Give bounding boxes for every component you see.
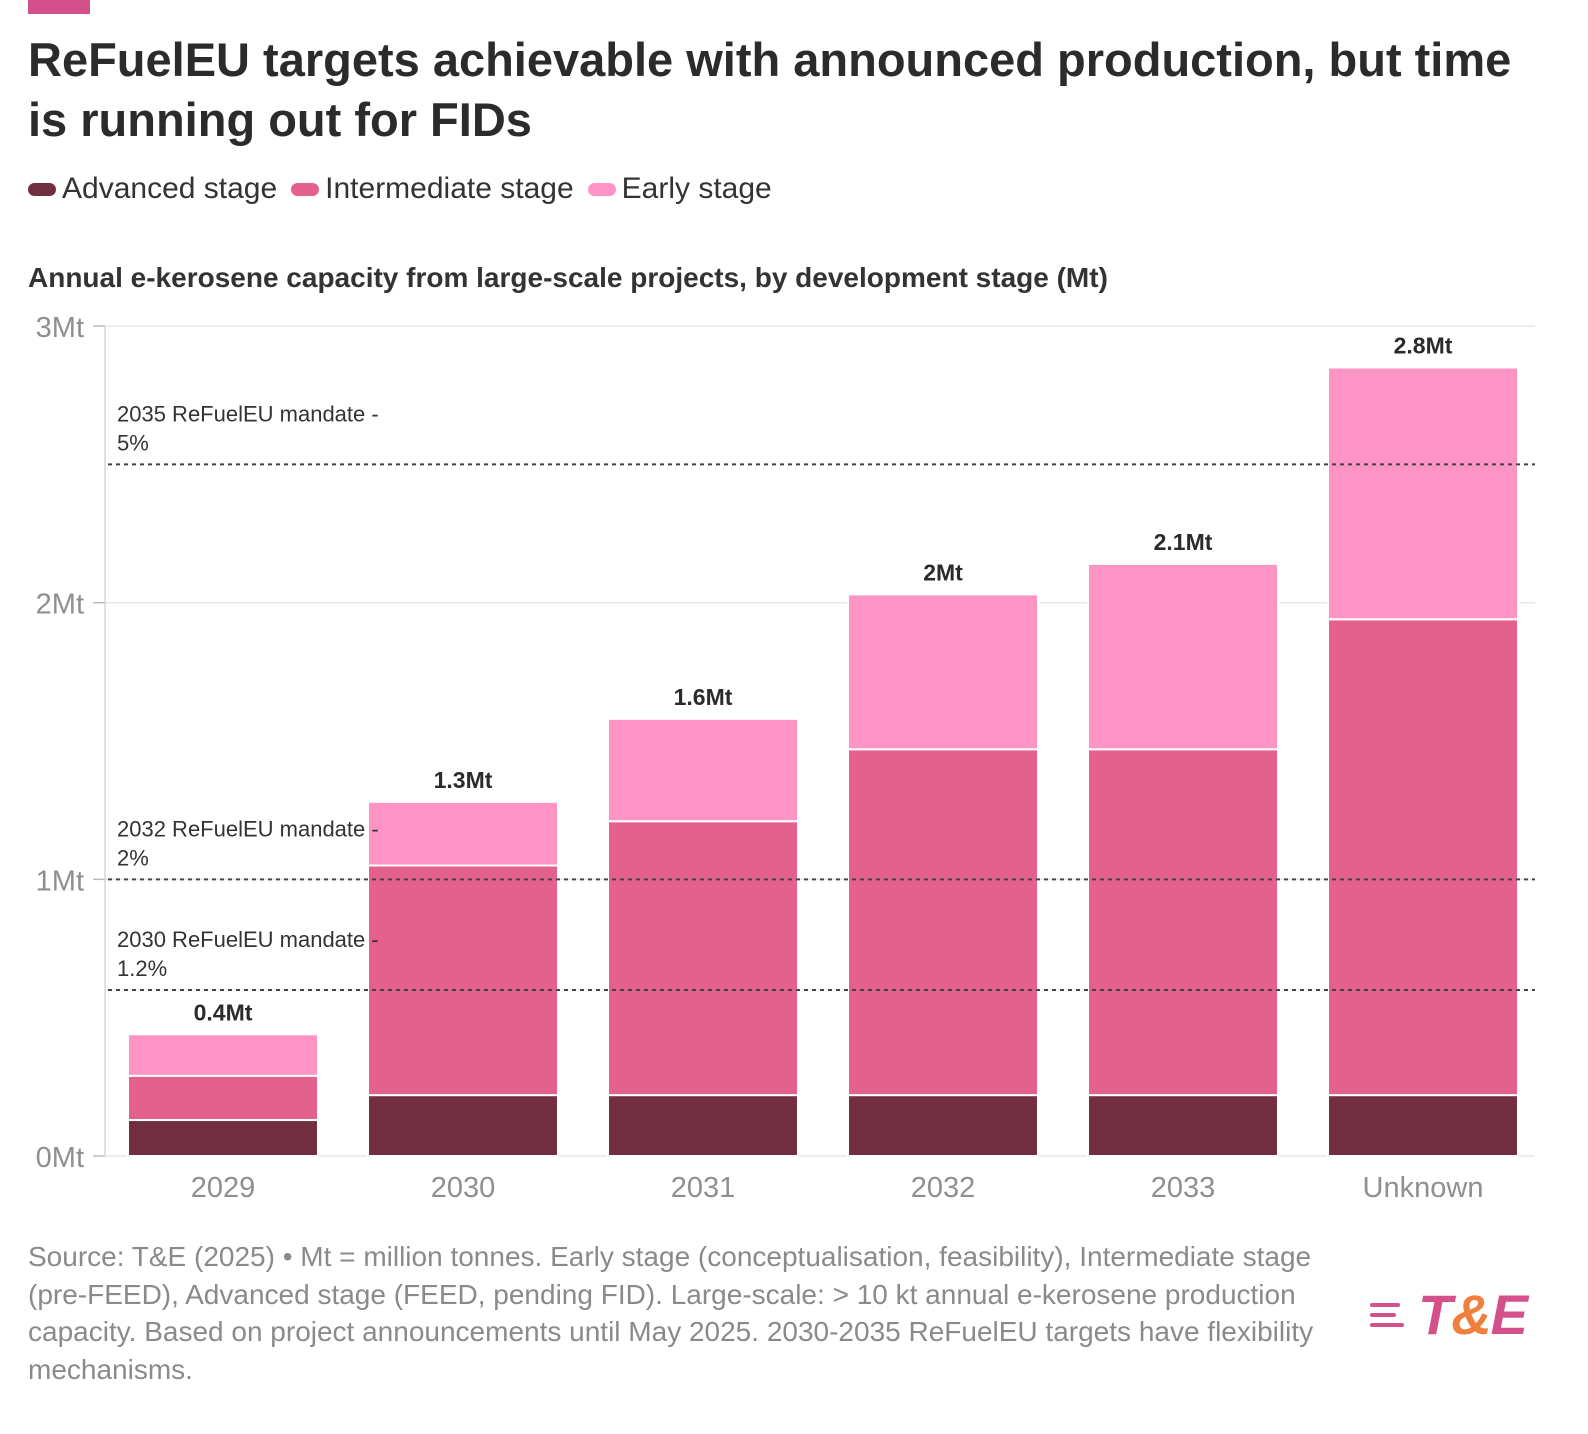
y-tick-label: 2Mt (36, 589, 84, 621)
x-tick-label: 2032 (911, 1172, 976, 1204)
mandate-value-label: 5% (117, 430, 149, 455)
bar-segment-advanced-stage (127, 1119, 319, 1157)
x-tick-label: 2031 (671, 1172, 736, 1204)
y-tick-label: 0Mt (36, 1142, 84, 1174)
bar-segment-early-stage (847, 593, 1039, 751)
stacked-bar-chart: 0Mt 1Mt 2Mt 3Mt 0.4Mt 2029 1.3Mt 2030 1.6Mt 2031 2… (36, 312, 1535, 1204)
source-footnote: Source: T&E (2025) • Mt = million tonnes… (28, 1241, 1314, 1385)
legend-label-intermediate: Intermediate stage (325, 172, 574, 205)
mandate-label: 2030 ReFuelEU mandate - (117, 927, 379, 952)
legend-label-early: Early stage (621, 172, 772, 205)
legend-item-advanced: Advanced stage (28, 172, 277, 206)
bar-segment-early-stage (1327, 366, 1519, 621)
brand-accent-bar (28, 0, 90, 14)
mandate-value-label: 1.2% (117, 956, 167, 981)
x-tick-label: 2029 (191, 1172, 256, 1204)
legend-swatch-advanced (28, 182, 56, 196)
legend-item-early: Early stage (587, 172, 772, 206)
bar-segment-intermediate-stage (607, 820, 799, 1097)
legend-item-intermediate: Intermediate stage (291, 172, 574, 206)
chart-title: ReFuelEU targets achievable with announc… (28, 33, 1512, 146)
y-tick-label: 3Mt (36, 312, 84, 344)
x-tick-label: Unknown (1363, 1172, 1484, 1204)
bar-segment-intermediate-stage (1327, 618, 1519, 1097)
bar-segment-early-stage (367, 800, 559, 867)
mandate-value-label: 2% (117, 845, 149, 870)
bar-total-label: 0.4Mt (194, 999, 253, 1025)
bar-total-label: 1.6Mt (674, 684, 733, 710)
bar-segment-early-stage (607, 717, 799, 823)
bar-total-label: 2.8Mt (1394, 333, 1453, 359)
bar-segment-intermediate-stage (367, 864, 559, 1097)
bar-total-label: 2Mt (923, 559, 963, 585)
bar-total-label: 2.1Mt (1154, 529, 1213, 555)
te-logo: T&E (1370, 1282, 1528, 1347)
bar-segment-advanced-stage (607, 1094, 799, 1158)
y-tick-label: 1Mt (36, 865, 84, 897)
legend-swatch-early (587, 182, 616, 196)
chart-subtitle: Annual e-kerosene capacity from large-sc… (28, 262, 1108, 293)
bar-segment-advanced-stage (1327, 1094, 1519, 1158)
mandate-label: 2032 ReFuelEU mandate - (117, 816, 379, 841)
bar-segment-advanced-stage (847, 1094, 1039, 1158)
bar-segment-intermediate-stage (127, 1074, 319, 1122)
x-tick-label: 2030 (431, 1172, 496, 1204)
bar-segment-early-stage (1087, 562, 1279, 751)
bar-segment-intermediate-stage (1087, 748, 1279, 1097)
legend-label-advanced: Advanced stage (62, 172, 278, 205)
x-tick-label: 2033 (1151, 1172, 1216, 1204)
bar-total-label: 1.3Mt (434, 767, 493, 793)
bar-segment-intermediate-stage (847, 748, 1039, 1097)
logo-speed-lines-icon (1370, 1300, 1404, 1330)
legend-swatch-intermediate (291, 182, 320, 196)
mandate-label: 2035 ReFuelEU mandate - (117, 401, 379, 426)
bar-segment-advanced-stage (367, 1094, 559, 1158)
chart-legend: Advanced stage Intermediate stage Early … (28, 172, 786, 206)
logo-wordmark: T&E (1418, 1283, 1528, 1346)
bar-segment-early-stage (127, 1033, 319, 1077)
bar-segment-advanced-stage (1087, 1094, 1279, 1158)
